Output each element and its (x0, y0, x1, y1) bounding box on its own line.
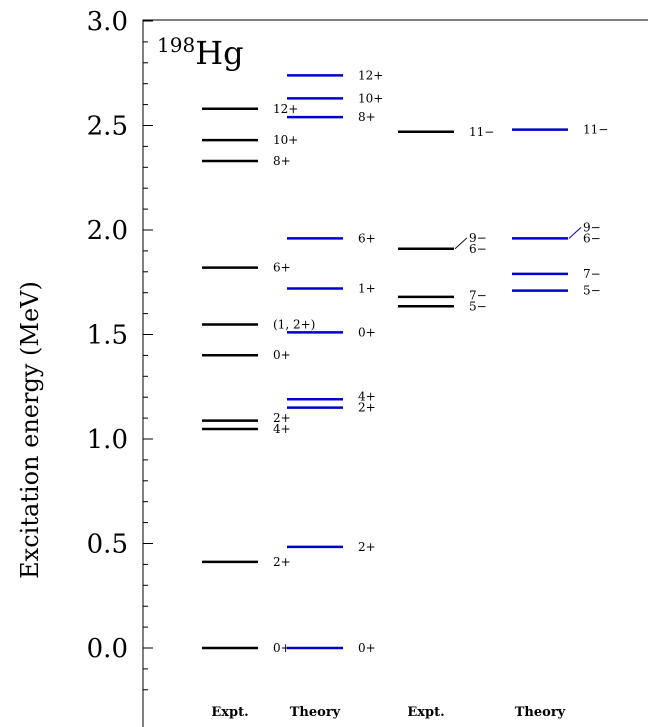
label-connector (454, 237, 468, 250)
y-tick-label: 1.5 (87, 321, 128, 351)
y-tick-label: 0.5 (87, 530, 128, 560)
level-label: 0+ (358, 325, 376, 339)
column-label: Theory (290, 705, 341, 720)
column-label: Expt. (407, 705, 444, 720)
y-tick-label: 2.5 (87, 112, 128, 142)
y-tick-label: 3.0 (87, 7, 128, 37)
y-tick-label: 2.0 (87, 216, 128, 246)
label-connector (568, 226, 582, 239)
y-tick-label: 1.0 (87, 425, 128, 455)
nucleus-mass: 198 (157, 33, 195, 57)
level-label: 12+ (358, 68, 383, 82)
level-label: 8+ (358, 110, 376, 124)
level-label: 6− (469, 242, 487, 256)
level-label: 2+ (358, 540, 376, 554)
level-label: 9− (469, 231, 487, 245)
level-label: 4+ (358, 390, 376, 404)
level-label: 6+ (273, 261, 291, 275)
nucleus-label: 198Hg (157, 33, 244, 72)
level-label: 11− (583, 123, 608, 137)
y-axis-ticks: 0.0 0.5 1.0 1.5 2.0 2.5 3.0 (87, 7, 153, 691)
level-label: 0+ (273, 348, 291, 362)
level-label: (1, 2+) (273, 317, 315, 331)
level-label: 4+ (273, 422, 291, 436)
level-label: 5− (469, 299, 487, 313)
level-label: 9− (583, 220, 601, 234)
level-label: 7− (469, 288, 487, 302)
level-label: 1+ (358, 282, 376, 296)
column-label: Expt. (211, 705, 248, 720)
level-label: 7− (583, 267, 601, 281)
y-axis-title: Excitation energy (MeV) (16, 281, 44, 579)
column-label: Theory (515, 705, 566, 720)
level-label: 12+ (273, 102, 298, 116)
y-tick-label: 0.0 (87, 634, 128, 664)
level-label: 2+ (273, 555, 291, 569)
level-label: 10+ (273, 133, 298, 147)
level-label: 6+ (358, 231, 376, 245)
level-label: 10+ (358, 91, 383, 105)
level-label: 2+ (358, 401, 376, 415)
level-label: 6− (583, 231, 601, 245)
level-label: 0+ (358, 641, 376, 655)
level-label: 11− (469, 125, 494, 139)
level-label: 0+ (273, 641, 291, 655)
column-labels: Expt. Theory Expt. Theory (211, 705, 565, 720)
level-label: 5− (583, 284, 601, 298)
nucleus-symbol: Hg (195, 34, 243, 72)
plot-frame (142, 19, 648, 727)
level-label: 8+ (273, 154, 291, 168)
level-label: 2+ (273, 411, 291, 425)
energy-levels: 0+2+4+2+0+(1, 2+)6+8+10+12+0+2+2+4+0+1+6… (202, 68, 608, 655)
